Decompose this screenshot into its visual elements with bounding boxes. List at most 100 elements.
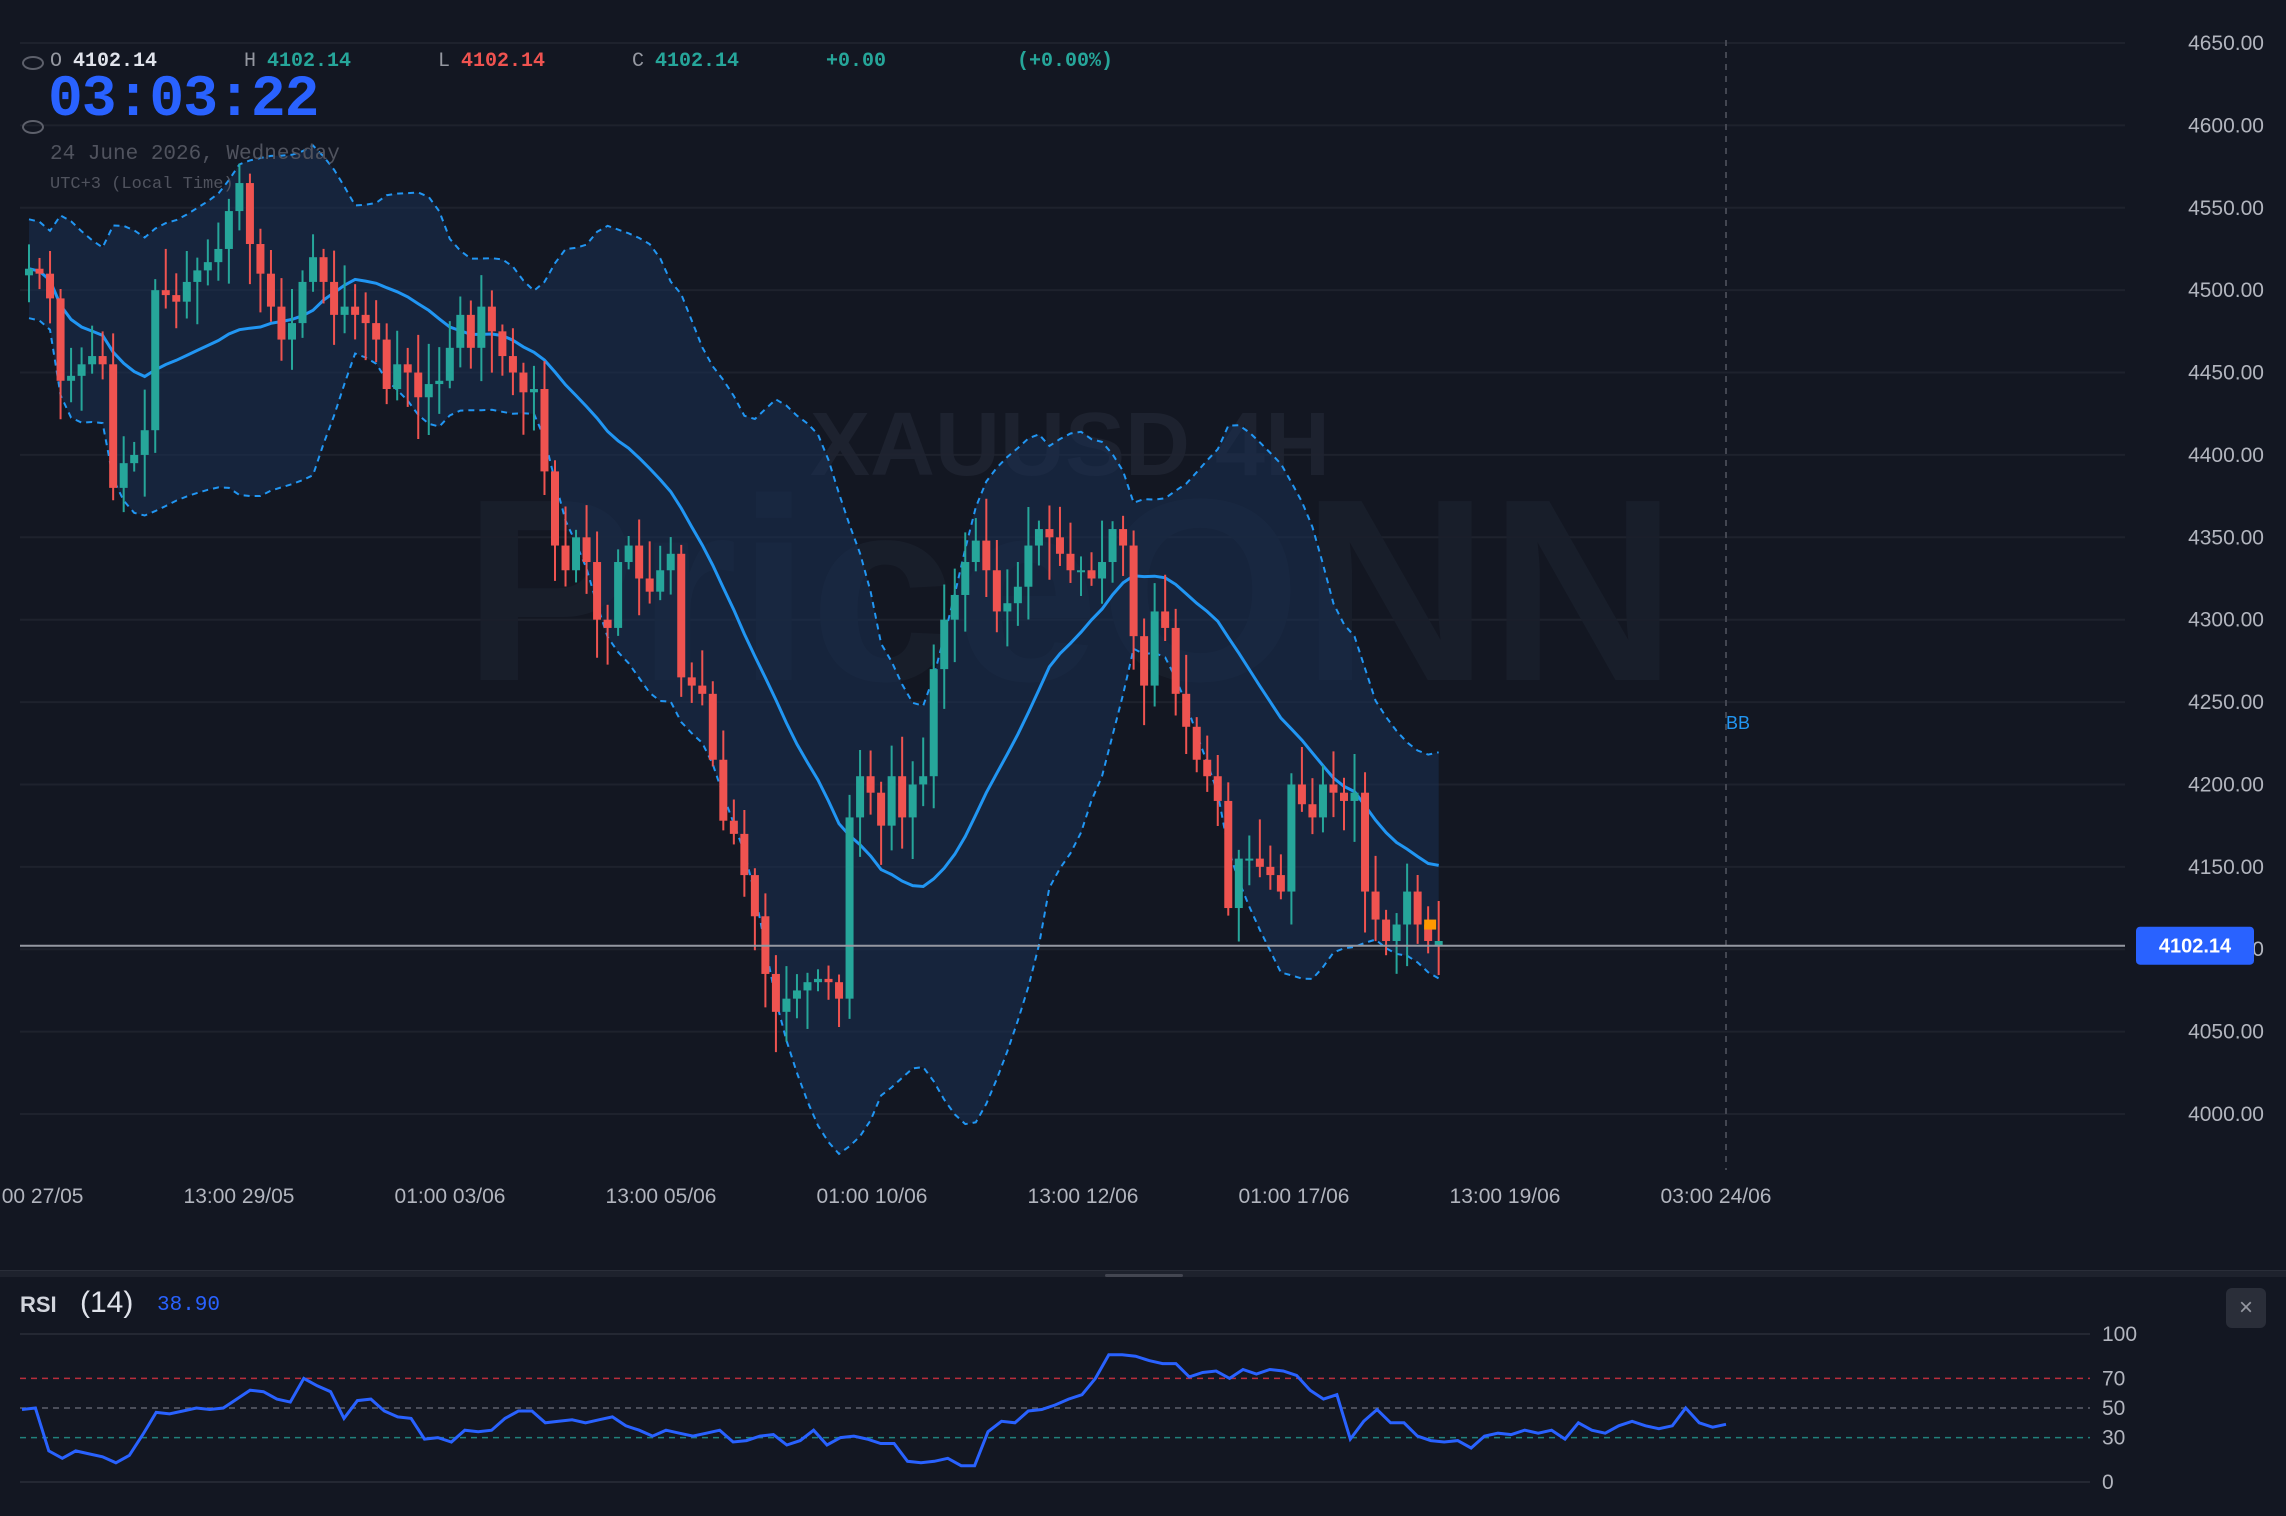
bollinger-basis-line	[28, 267, 1439, 889]
candle-body	[898, 776, 907, 818]
close-pane-button[interactable]: ×	[2226, 1288, 2266, 1328]
bb-indicator-label[interactable]: BB	[1726, 713, 1750, 733]
candle-body	[498, 331, 507, 357]
candle-body	[698, 685, 707, 694]
candle-body	[1318, 784, 1327, 818]
candle-body	[1413, 891, 1422, 925]
rsi-chart[interactable]: 100 70 50 30 0	[0, 1276, 2286, 1516]
candle-body	[319, 257, 328, 282]
candle-body	[603, 619, 612, 628]
candle-body	[971, 540, 980, 563]
candle-body	[666, 553, 675, 571]
candle-body	[1434, 940, 1443, 946]
rsi-legend: RSI (14) 38.90	[20, 1284, 420, 1324]
price-axis[interactable]: 4650.00 4600.00 4550.00 4500.00 4450.00 4400.…	[2188, 32, 2264, 1126]
pane-resize-handle[interactable]	[1105, 1274, 1183, 1277]
candle-body	[1045, 529, 1054, 538]
candle-body	[1192, 726, 1201, 760]
candle-body	[982, 540, 991, 571]
price-chart[interactable]: XAUUSD 4H PriceONN BB 4650.004600.004550…	[0, 0, 2286, 1270]
price-tick-label: 4500.00	[2188, 279, 2264, 302]
candle-body	[98, 356, 107, 365]
price-tick-label: 4050.00	[2188, 1021, 2264, 1044]
rsi-level-label: 30	[2102, 1427, 2125, 1450]
candle-body	[393, 364, 402, 390]
candle-body	[1182, 693, 1191, 727]
candle-body	[1266, 866, 1275, 876]
candle-body	[1055, 537, 1064, 554]
candle-body	[1245, 858, 1254, 861]
rsi-level-label: 0	[2102, 1471, 2114, 1494]
candle-body	[1340, 792, 1348, 801]
price-tick-label: 4600.00	[2188, 114, 2264, 137]
candle-body	[1140, 636, 1149, 686]
candle-body	[729, 820, 738, 834]
candle-body	[856, 776, 865, 818]
candle-body	[1013, 586, 1022, 604]
price-tick-label: 4650.00	[2188, 32, 2264, 55]
candle-body	[529, 389, 538, 393]
candle-body	[151, 290, 160, 431]
rsi-level-label: 100	[2102, 1323, 2137, 1346]
candle-body	[950, 594, 959, 620]
candle-body	[77, 364, 86, 376]
candle-body	[1350, 792, 1359, 801]
clock-date: 24 June 2026, Wednesday	[50, 143, 340, 166]
candle-body	[540, 389, 549, 472]
candle-body	[572, 537, 581, 571]
candle-body	[1392, 924, 1401, 941]
candle-body	[1255, 858, 1264, 867]
candle-body	[340, 306, 349, 315]
candle-body	[708, 693, 717, 760]
candle-body	[466, 314, 475, 348]
eye-icon[interactable]	[22, 56, 44, 70]
candle-body	[477, 306, 486, 348]
candle-body	[140, 430, 149, 455]
rsi-period: (14)	[80, 1286, 134, 1319]
pane-separator[interactable]	[0, 1270, 2286, 1277]
candle-body	[1234, 858, 1243, 909]
candle-body	[1276, 875, 1285, 892]
candle-body	[56, 298, 65, 381]
candle-body	[1382, 919, 1391, 941]
candle-body	[46, 273, 55, 299]
candle-body	[771, 973, 780, 1012]
candle-body	[1119, 529, 1128, 546]
candle-body	[1361, 792, 1370, 892]
ohlc-legend: O 4102.14 H 4102.14 L 4102.14 C 4102.14 …	[22, 50, 1222, 78]
candle-body	[351, 306, 360, 315]
time-axis[interactable]: 13:00 27/05 13:00 29/05 01:00 03/06 13:00 0…	[0, 1185, 1771, 1208]
candle-body	[309, 257, 318, 282]
candle-body	[1287, 784, 1296, 892]
rsi-line	[21, 1353, 1727, 1468]
eye-icon[interactable]	[22, 120, 44, 134]
candles	[25, 163, 1443, 1053]
candle-body	[224, 211, 233, 249]
candle-body	[1403, 891, 1412, 925]
rsi-level-label: 70	[2102, 1367, 2125, 1390]
candle-body	[372, 323, 381, 340]
candle-body	[582, 537, 591, 563]
last-price-value: 4102.14	[2159, 936, 2232, 958]
candle-body	[361, 314, 370, 324]
time-tick-label: 13:00 19/06	[1450, 1185, 1561, 1208]
time-tick-label: 13:00 12/06	[1028, 1185, 1139, 1208]
rsi-levels: 100 70 50 30 0	[20, 1323, 2137, 1494]
candle-body	[519, 372, 528, 393]
time-tick-label: 01:00 10/06	[817, 1185, 928, 1208]
ohlc-low-value: 4102.14	[461, 50, 546, 73]
candle-body	[277, 306, 286, 340]
price-tick-label: 4000.00	[2188, 1103, 2264, 1126]
clock-time: 03:03:22	[48, 68, 319, 133]
candle-body	[1024, 545, 1033, 587]
candle-body	[487, 306, 496, 332]
candle-body	[424, 384, 433, 398]
candle-body	[803, 982, 812, 991]
candle-body	[445, 347, 454, 381]
candle-body	[750, 875, 759, 917]
candle-body	[687, 677, 696, 686]
candle-body	[1424, 924, 1433, 941]
candle-body	[67, 375, 76, 381]
close-icon: ×	[2238, 1294, 2253, 1321]
price-tick-label: 4250.00	[2188, 691, 2264, 714]
